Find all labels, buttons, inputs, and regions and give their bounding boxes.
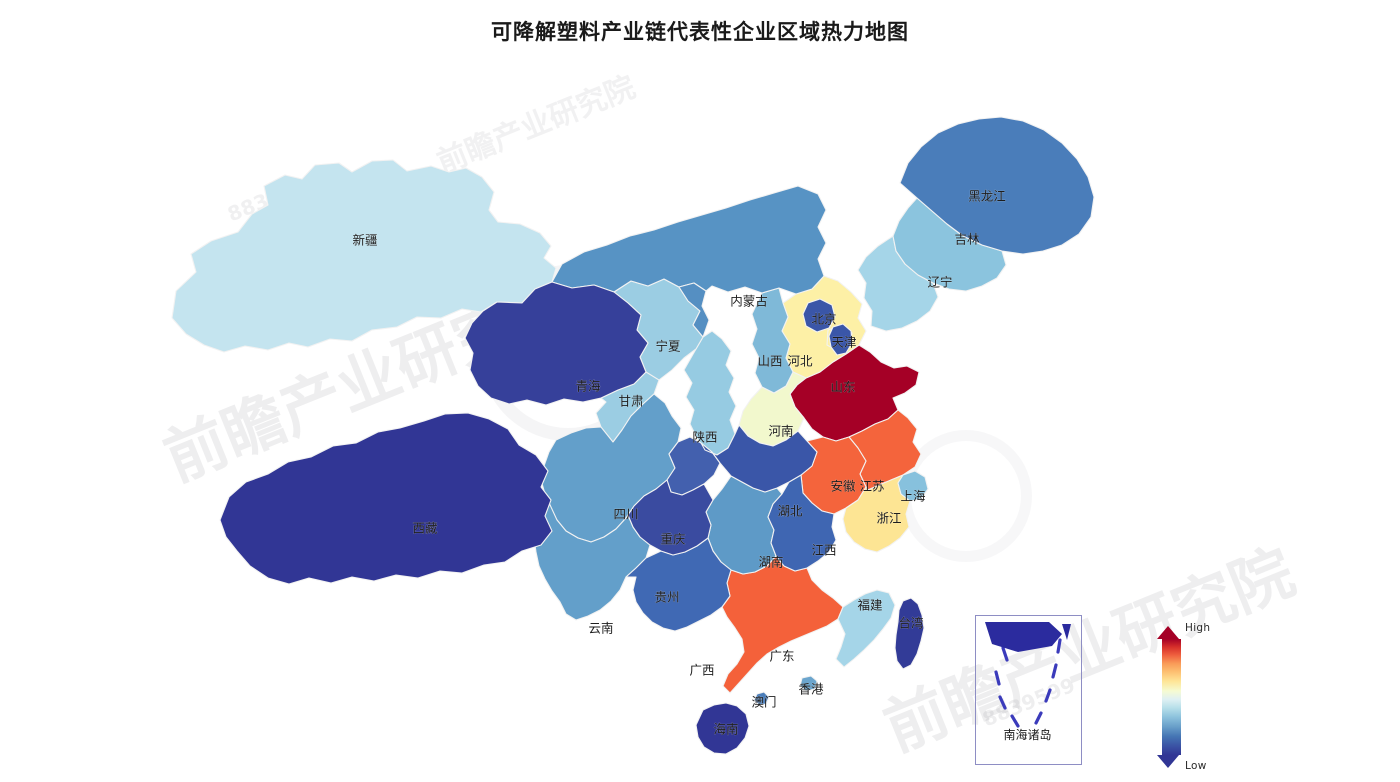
province-黑龙江[interactable] [899, 116, 1095, 255]
nanhai-landmass [985, 622, 1062, 652]
province-湖北[interactable] [700, 424, 818, 493]
colorbar-high-label: High [1185, 622, 1211, 634]
colorbar-legend: High Low [1157, 612, 1221, 782]
province-label-江苏: 江苏 [859, 479, 884, 494]
nanhai-inset-box [975, 615, 1082, 765]
province-shapes-group [171, 116, 1095, 755]
province-label-湖南: 湖南 [758, 555, 783, 570]
province-江西[interactable] [767, 474, 837, 572]
province-浙江[interactable] [842, 474, 911, 553]
province-label-广东: 广东 [769, 649, 794, 664]
province-label-云南: 云南 [588, 621, 613, 636]
province-台湾[interactable] [894, 597, 925, 670]
province-label-陕西: 陕西 [692, 430, 717, 445]
province-海南[interactable] [695, 702, 750, 755]
province-label-新疆: 新疆 [352, 233, 377, 248]
province-label-台湾: 台湾 [898, 616, 923, 631]
province-山东[interactable] [789, 344, 920, 442]
province-内蒙古[interactable] [551, 185, 827, 295]
province-label-贵州: 贵州 [654, 590, 679, 605]
province-广东[interactable] [721, 555, 844, 694]
province-label-福建: 福建 [857, 598, 883, 613]
province-label-宁夏: 宁夏 [655, 339, 681, 354]
colorbar-extend-high-arrow [1157, 626, 1179, 639]
province-天津[interactable] [828, 323, 853, 356]
province-label-黑龙江: 黑龙江 [968, 189, 1006, 204]
province-label-浙江: 浙江 [876, 511, 901, 526]
nanhai-landmass-b [1062, 624, 1071, 640]
province-label-澳门: 澳门 [751, 695, 776, 710]
province-label-山西: 山西 [757, 354, 782, 369]
province-香港[interactable] [799, 675, 818, 692]
province-label-山东: 山东 [830, 380, 855, 395]
province-label-西藏: 西藏 [412, 521, 438, 536]
province-label-安徽: 安徽 [830, 479, 856, 494]
province-福建[interactable] [835, 589, 896, 668]
province-云南[interactable] [533, 493, 651, 621]
province-label-海南: 海南 [713, 722, 738, 737]
nine-dash-line-group [994, 638, 1062, 728]
province-label-湖北: 湖北 [777, 504, 803, 519]
province-新疆[interactable] [171, 159, 557, 353]
province-label-江西: 江西 [811, 543, 836, 558]
province-山西[interactable] [751, 287, 794, 394]
province-label-北京: 北京 [811, 312, 836, 327]
page-title: 可降解塑料产业链代表性企业区域热力地图 [491, 20, 909, 44]
province-label-上海: 上海 [900, 489, 926, 504]
nanhai-inset-label: 南海诸岛 [1003, 728, 1052, 742]
colorbar-low-label: Low [1185, 760, 1207, 772]
province-澳门[interactable] [753, 691, 770, 706]
province-label-河南: 河南 [768, 424, 793, 439]
province-青海[interactable] [464, 281, 649, 406]
province-北京[interactable] [802, 298, 836, 333]
province-label-香港: 香港 [798, 682, 824, 697]
colorbar-gradient [1162, 639, 1181, 755]
province-label-甘肃: 甘肃 [618, 394, 643, 409]
province-贵州[interactable] [625, 479, 714, 556]
province-label-重庆: 重庆 [660, 532, 686, 547]
province-宁夏[interactable] [678, 282, 710, 338]
province-label-天津: 天津 [831, 335, 856, 350]
province-label-四川: 四川 [613, 507, 638, 522]
province-label-内蒙古: 内蒙古 [730, 294, 768, 309]
province-label-青海: 青海 [575, 379, 601, 394]
province-label-河北: 河北 [787, 354, 813, 369]
province-西藏[interactable] [219, 412, 553, 585]
province-label-辽宁: 辽宁 [927, 275, 952, 290]
province-上海[interactable] [897, 470, 929, 502]
colorbar-extend-low-arrow [1157, 755, 1179, 768]
province-label-广西: 广西 [689, 663, 714, 678]
province-label-吉林: 吉林 [954, 232, 980, 247]
